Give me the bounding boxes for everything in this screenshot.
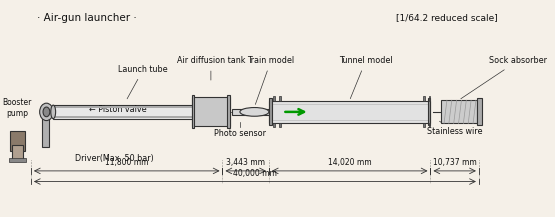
Bar [232,108,269,115]
Bar [269,98,272,125]
Bar [42,118,49,147]
Bar [191,95,194,128]
Bar [53,105,194,119]
Text: · Air-gun launcher ·: · Air-gun launcher · [37,13,137,23]
Text: Driver(Max. 50 bar): Driver(Max. 50 bar) [75,155,154,163]
Bar [279,123,280,127]
Ellipse shape [240,108,269,116]
Bar [269,101,431,123]
Text: 10,737 mm: 10,737 mm [433,158,477,167]
Ellipse shape [39,103,53,121]
Bar [53,106,194,108]
Bar [477,98,482,125]
Ellipse shape [43,107,50,117]
Text: Launch tube: Launch tube [118,65,168,99]
Text: Stainless wire: Stainless wire [427,121,482,136]
Text: 11,800 mm: 11,800 mm [105,158,149,167]
Bar [423,96,425,101]
Text: Photo sensor: Photo sensor [214,129,266,138]
Text: ← Piston valve: ← Piston valve [89,105,147,114]
Bar [423,123,425,127]
Text: Air diffusion tank: Air diffusion tank [176,56,245,80]
Text: Train model: Train model [248,56,294,104]
Bar [53,116,194,118]
Bar [273,123,275,127]
Bar [191,97,230,126]
Ellipse shape [51,105,56,119]
Bar [428,96,431,101]
Bar [9,131,25,151]
Bar [279,96,280,101]
Bar [273,96,275,101]
Text: [1/64.2 reduced scale]: [1/64.2 reduced scale] [396,13,498,22]
Text: Booster
pump: Booster pump [3,98,32,118]
Text: Sock absorber: Sock absorber [461,56,547,99]
Text: 14,020 mm: 14,020 mm [328,158,371,167]
Text: 40,000 mm: 40,000 mm [233,169,277,178]
Bar [428,123,431,127]
Bar [441,100,477,123]
Text: 3,443 mm: 3,443 mm [226,158,265,167]
Bar [12,145,23,160]
Bar [427,98,431,125]
Bar [9,158,26,162]
Text: Tunnel model: Tunnel model [339,56,392,99]
Bar [228,95,230,128]
